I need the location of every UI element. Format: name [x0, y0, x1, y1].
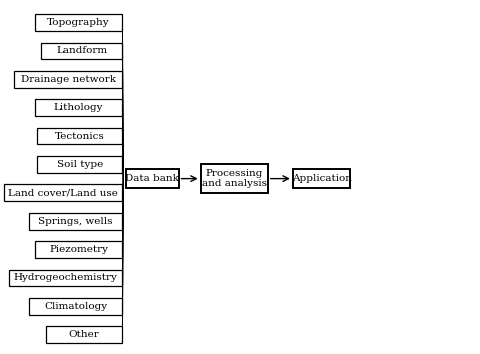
Text: Drainage network: Drainage network	[21, 75, 116, 84]
FancyBboxPatch shape	[201, 164, 268, 193]
FancyBboxPatch shape	[29, 213, 122, 229]
FancyBboxPatch shape	[29, 298, 122, 315]
Text: Landform: Landform	[56, 46, 107, 56]
Text: Topography: Topography	[47, 18, 110, 27]
Text: Piezometry: Piezometry	[49, 245, 108, 254]
Text: Springs, wells: Springs, wells	[38, 217, 113, 226]
Text: Lithology: Lithology	[54, 103, 103, 112]
Text: Climatology: Climatology	[44, 302, 107, 311]
Text: Land cover/Land use: Land cover/Land use	[8, 188, 118, 197]
FancyBboxPatch shape	[9, 269, 122, 286]
FancyBboxPatch shape	[46, 326, 122, 343]
Text: Data bank: Data bank	[125, 174, 179, 183]
FancyBboxPatch shape	[41, 42, 122, 59]
Text: Soil type: Soil type	[57, 160, 103, 169]
FancyBboxPatch shape	[35, 14, 122, 31]
Text: Tectonics: Tectonics	[55, 132, 105, 141]
FancyBboxPatch shape	[35, 99, 122, 116]
Text: Processing
and analysis: Processing and analysis	[202, 169, 267, 188]
FancyBboxPatch shape	[126, 169, 179, 188]
FancyBboxPatch shape	[35, 241, 122, 258]
Text: Hydrogeochemistry: Hydrogeochemistry	[13, 273, 118, 282]
FancyBboxPatch shape	[4, 184, 122, 201]
FancyBboxPatch shape	[37, 128, 122, 144]
FancyBboxPatch shape	[37, 156, 122, 173]
FancyBboxPatch shape	[14, 71, 122, 88]
FancyBboxPatch shape	[293, 169, 350, 188]
Text: Application: Application	[291, 174, 351, 183]
Text: Other: Other	[69, 330, 99, 339]
